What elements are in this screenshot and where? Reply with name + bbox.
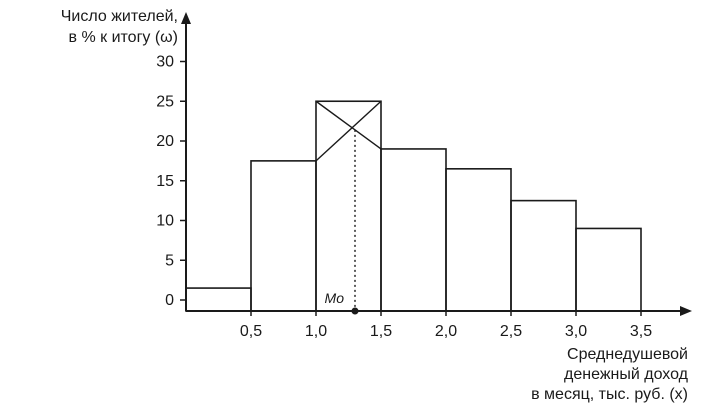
x-tick-label-1,5: 1,5 [370,323,392,340]
y-axis-title: Число жителей, в % к итогу (ω) [8,6,178,48]
histogram-bar-3 [315,100,382,312]
x-axis-title-line-1: Среднедушевой [567,346,688,363]
x-tick-label-3,5: 3,5 [630,323,652,340]
y-tick-label-25: 25 [156,93,174,110]
x-tick-label-1,0: 1,0 [305,323,327,340]
y-tick-label-20: 20 [156,133,174,150]
x-axis-title-line-3: в месяц, тыс. руб. (x) [531,386,688,403]
mode-construction-line-1 [315,100,382,150]
y-tick-label-5: 5 [165,252,174,269]
x-tick-label-2,5: 2,5 [500,323,522,340]
y-tick-label-30: 30 [156,54,174,71]
histogram-bar-4 [380,148,447,312]
histogram-bar-1 [185,287,252,312]
histogram-bar-2 [250,160,317,312]
y-axis-title-line-2: в % к итогу (ω) [68,29,178,46]
x-axis-title-line-2: денежный доход [564,366,688,383]
x-tick-label-0,5: 0,5 [240,323,262,340]
y-tick-label-15: 15 [156,173,174,190]
mode-label: Mo [325,290,345,306]
y-axis-title-line-1: Число жителей, [60,8,178,25]
y-tick-label-10: 10 [156,213,174,230]
histogram-bar-7 [575,227,642,312]
x-tick-label-3,0: 3,0 [565,323,587,340]
histogram-bar-6 [510,199,577,312]
x-axis-title: Среднедушевой денежный доход в месяц, ты… [488,345,688,405]
histogram-bar-5 [445,168,512,312]
y-axis-arrow [181,12,191,24]
x-tick-label-2,0: 2,0 [435,323,457,340]
y-tick-label-0: 0 [165,292,174,309]
x-axis-arrow [680,306,692,316]
mode-construction-line-2 [315,100,382,162]
